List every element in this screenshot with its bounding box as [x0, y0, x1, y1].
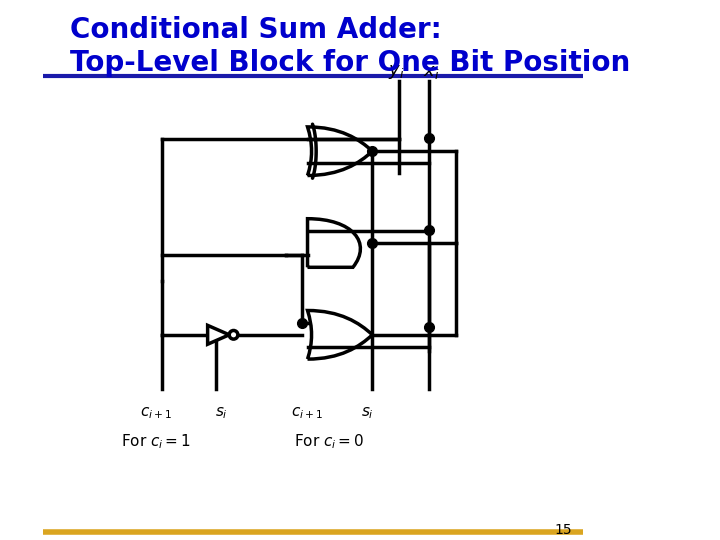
Text: $s_i$: $s_i$: [215, 405, 228, 421]
Circle shape: [229, 330, 238, 339]
Text: $y_i$: $y_i$: [388, 63, 405, 81]
Text: For $c_i = 0$: For $c_i = 0$: [294, 432, 364, 451]
PathPatch shape: [307, 127, 372, 176]
Text: $c_{i+1}$: $c_{i+1}$: [292, 405, 323, 421]
Polygon shape: [207, 325, 229, 345]
Text: $s_i$: $s_i$: [361, 405, 374, 421]
PathPatch shape: [307, 310, 372, 359]
PathPatch shape: [307, 219, 361, 267]
Text: $x_i$: $x_i$: [423, 63, 440, 81]
Text: 15: 15: [554, 523, 572, 537]
Text: Conditional Sum Adder:: Conditional Sum Adder:: [70, 16, 441, 44]
Text: Top-Level Block for One Bit Position: Top-Level Block for One Bit Position: [70, 49, 630, 77]
Text: $c_{i+1}$: $c_{i+1}$: [140, 405, 172, 421]
Text: For $c_i = 1$: For $c_i = 1$: [122, 432, 192, 451]
